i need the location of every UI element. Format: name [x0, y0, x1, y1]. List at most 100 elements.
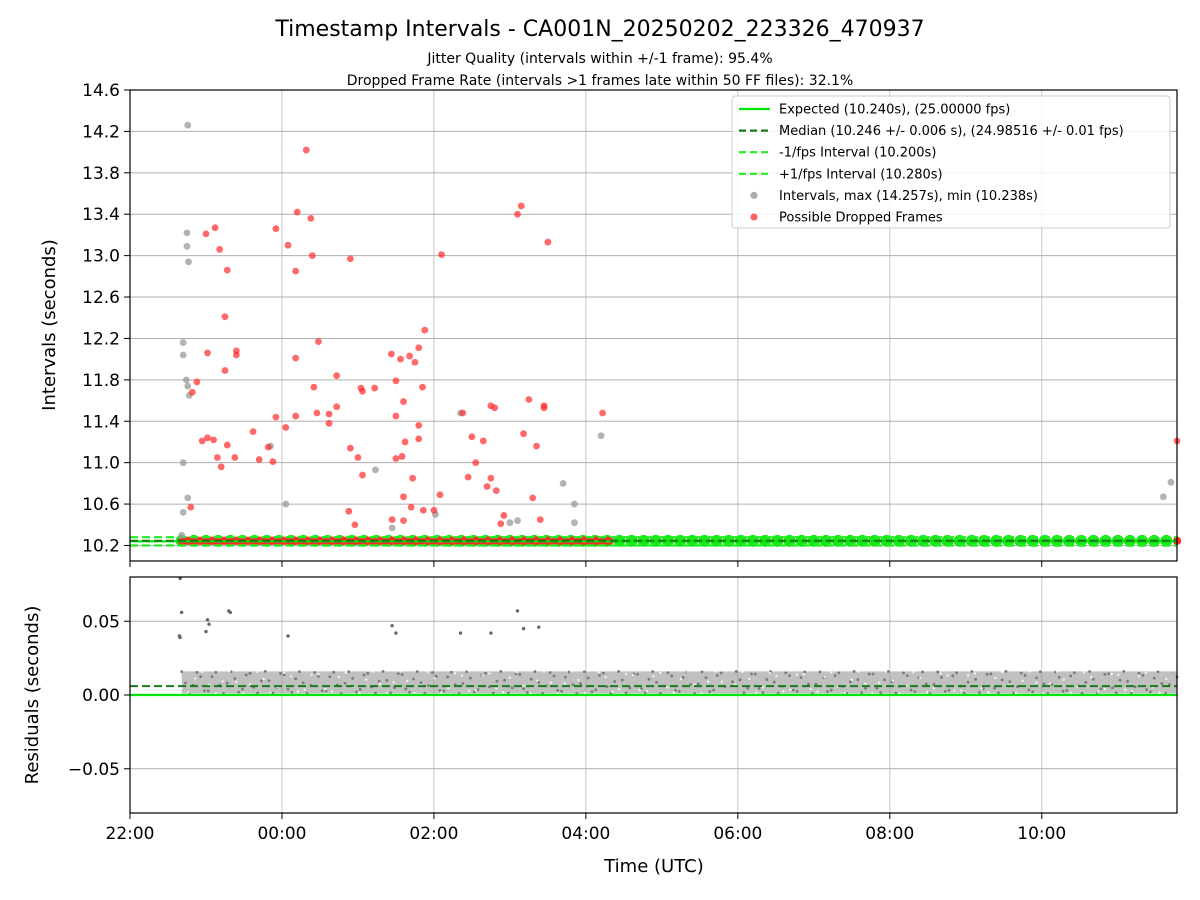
dropped-frame-point	[310, 383, 318, 391]
residual-point	[419, 681, 423, 685]
residual-point	[1073, 671, 1076, 674]
dropped-frame-point	[188, 388, 196, 396]
top-y-tick-label: 12.6	[82, 288, 120, 308]
dropped-frame-point	[514, 210, 521, 218]
legend-label: Intervals, max (14.257s), min (10.238s)	[779, 189, 1038, 204]
residual-gap	[631, 673, 635, 677]
residual-point	[317, 675, 320, 678]
dropped-frame-point	[415, 421, 423, 429]
residual-gap	[406, 679, 409, 683]
dropped-frame-point	[400, 398, 407, 405]
residual-point	[943, 690, 947, 693]
dropped-frame-point	[438, 251, 445, 258]
residual-outlier	[228, 610, 232, 615]
residual-gap	[337, 675, 341, 679]
dropped-frame-point	[325, 410, 333, 418]
residual-gap	[255, 670, 259, 673]
residual-gap	[761, 686, 765, 689]
residual-point	[856, 678, 860, 682]
dropped-frame-point	[487, 474, 495, 482]
residual-point	[1111, 686, 1114, 690]
residual-point	[506, 691, 510, 695]
residual-point	[203, 689, 206, 693]
residual-gap	[652, 674, 655, 678]
residual-point	[343, 681, 347, 685]
residual-point	[879, 691, 883, 695]
residual-gap	[624, 672, 628, 676]
residual-gap	[536, 679, 539, 682]
residual-point	[997, 691, 1000, 695]
residual-point	[848, 680, 852, 684]
x-tick-label: 22:00	[106, 824, 155, 844]
interval-point	[388, 524, 396, 532]
residual-gap	[1089, 675, 1093, 679]
residual-point	[860, 691, 864, 695]
residual-gap	[583, 691, 587, 695]
residual-gap	[194, 677, 197, 680]
dropped-frame-point	[223, 266, 231, 274]
bottom-y-tick-label: 0.05	[82, 612, 120, 632]
residual-outlier	[178, 576, 182, 581]
dropped-frame-point	[406, 352, 414, 360]
bottom-y-axis-label: Residuals (seconds)	[22, 606, 43, 785]
residual-point	[974, 678, 978, 681]
residual-gap	[262, 677, 265, 681]
dropped-frame-point	[232, 351, 240, 359]
interval-point	[506, 519, 514, 527]
residual-point	[700, 670, 704, 674]
residual-gap	[344, 671, 347, 674]
residual-point	[731, 680, 734, 684]
residual-gap	[611, 690, 614, 694]
residual-point	[594, 688, 598, 692]
residual-point	[772, 680, 776, 684]
residual-point	[985, 672, 989, 676]
residual-point	[294, 677, 298, 681]
interval-point	[185, 258, 192, 266]
residual-gap	[324, 688, 327, 691]
residual-gap	[508, 676, 512, 679]
dropped-frame-point	[536, 516, 544, 523]
residual-point	[214, 670, 218, 674]
dropped-frame-point	[436, 491, 444, 499]
residual-point	[362, 673, 366, 677]
residual-point	[966, 680, 970, 684]
residual-point	[210, 675, 214, 679]
residual-point	[412, 677, 415, 681]
residual-point	[1019, 671, 1023, 675]
residual-gap	[884, 670, 888, 673]
residual-gap	[296, 690, 300, 693]
dropped-frame-point	[520, 430, 527, 438]
residual-point	[746, 686, 750, 690]
residual-point	[784, 671, 788, 675]
residual-gap	[966, 674, 970, 677]
residual-point	[442, 689, 446, 693]
residual-gap	[1014, 692, 1018, 695]
residual-point	[738, 678, 742, 682]
residual-point	[761, 691, 765, 694]
residual-point	[522, 687, 525, 691]
dropped-frame-point	[345, 507, 353, 515]
residual-gap	[488, 672, 491, 675]
residual-point	[791, 688, 795, 692]
residual-gap	[891, 679, 895, 682]
residual-gap	[1069, 691, 1072, 695]
residual-point	[613, 680, 617, 683]
residual-point	[298, 670, 301, 673]
residual-point	[537, 681, 541, 684]
dropped-frame-point	[308, 252, 316, 260]
residual-gap	[453, 672, 457, 675]
dropped-frame-point	[302, 146, 310, 154]
residual-point	[947, 688, 951, 692]
interval-point	[282, 500, 290, 508]
dropped-frame-point	[407, 503, 415, 511]
legend-label: +1/fps Interval (10.280s)	[779, 167, 943, 182]
residual-point	[875, 686, 879, 690]
residual-gap	[358, 691, 361, 695]
dropped-frame-point	[419, 383, 426, 391]
residual-gap	[549, 681, 553, 685]
residual-point	[1088, 670, 1092, 673]
residual-point	[883, 678, 886, 682]
dropped-frame-point	[491, 404, 499, 412]
residual-point	[1152, 676, 1156, 680]
residual-gap	[371, 670, 375, 673]
